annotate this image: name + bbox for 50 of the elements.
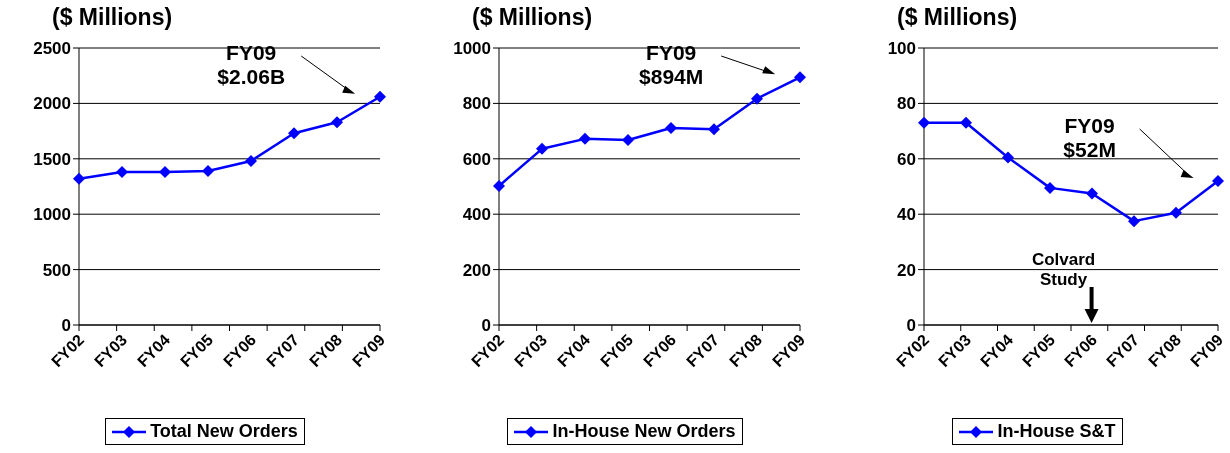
point — [794, 71, 806, 84]
point — [1044, 181, 1056, 194]
point — [751, 92, 763, 105]
point — [918, 116, 930, 129]
y-tick-label: 200 — [462, 260, 491, 280]
y-tick-label: 0 — [906, 316, 916, 336]
point — [331, 116, 343, 129]
y-tick-label: 100 — [887, 39, 916, 59]
annotation: FY09 $52M — [1063, 113, 1116, 161]
point — [960, 116, 972, 129]
point — [1170, 206, 1182, 219]
y-tick-label: 2000 — [33, 94, 71, 114]
legend-label: In-House S&T — [997, 421, 1116, 442]
y-tick-label: 400 — [462, 205, 491, 225]
y-tick-label: 20 — [897, 260, 916, 280]
point — [1002, 151, 1014, 164]
point — [579, 132, 591, 145]
y-tick-label: 80 — [897, 94, 916, 114]
annotation: Colvard Study — [1031, 250, 1096, 289]
point — [245, 155, 257, 168]
y-tick-label: 1500 — [33, 149, 71, 169]
y-tick-label: 2500 — [33, 39, 71, 59]
point — [202, 164, 214, 177]
chart-title: ($ Millions) — [52, 4, 173, 31]
legend-label: Total New Orders — [150, 421, 298, 442]
y-tick-label: 600 — [462, 149, 491, 169]
point — [622, 133, 634, 146]
point — [1212, 174, 1224, 187]
y-tick-label: 60 — [897, 149, 916, 169]
y-tick-label: 500 — [42, 260, 71, 280]
y-tick-label: 0 — [61, 316, 71, 336]
y-tick-label: 800 — [462, 94, 491, 114]
y-tick-label: 40 — [897, 205, 916, 225]
point — [73, 172, 85, 185]
point — [159, 166, 171, 179]
point — [708, 123, 720, 136]
annotation: FY09 $894M — [639, 41, 704, 88]
y-tick-label: 1000 — [33, 205, 71, 225]
point — [536, 142, 548, 155]
point — [1086, 187, 1098, 200]
legend-label: In-House New Orders — [552, 421, 736, 442]
y-tick-label: 0 — [481, 316, 491, 336]
point — [1128, 215, 1140, 228]
chart-title: ($ Millions) — [472, 4, 593, 31]
y-tick-label: 1000 — [453, 39, 491, 59]
chart-title: ($ Millions) — [897, 4, 1018, 31]
point — [374, 90, 386, 103]
point — [665, 122, 677, 135]
point — [116, 166, 128, 179]
annotation: FY09 $2.06B — [217, 41, 286, 88]
